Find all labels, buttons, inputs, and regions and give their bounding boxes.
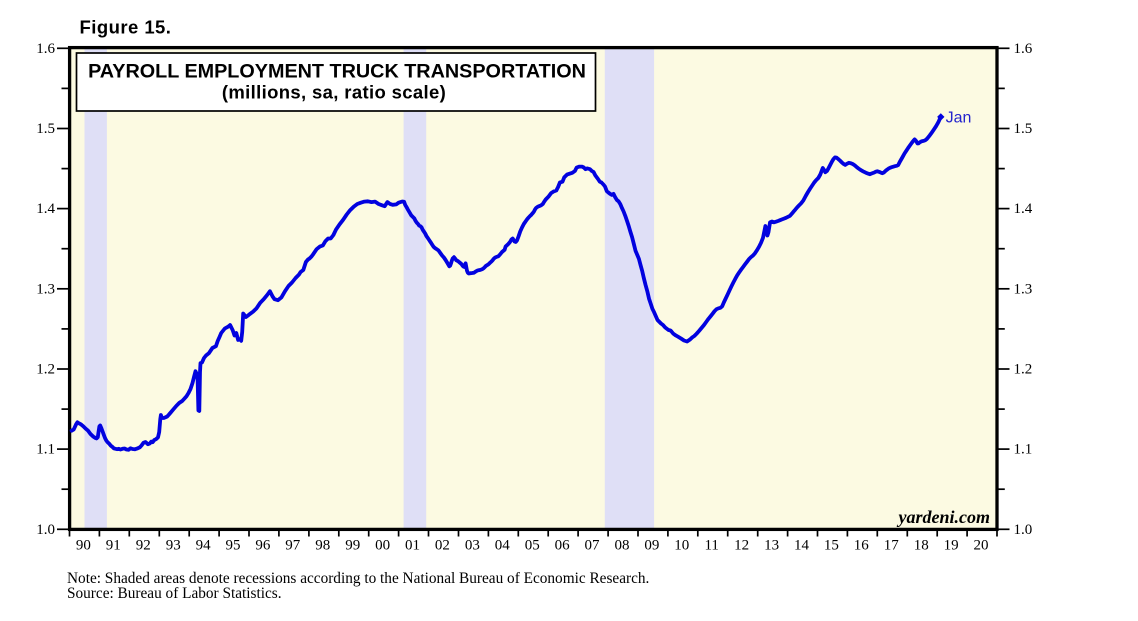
svg-text:04: 04: [495, 537, 511, 553]
svg-text:19: 19: [944, 537, 959, 553]
svg-text:1.5: 1.5: [1014, 121, 1033, 137]
svg-text:1.5: 1.5: [36, 121, 55, 137]
svg-text:PAYROLL EMPLOYMENT TRUCK TRANS: PAYROLL EMPLOYMENT TRUCK TRANSPORTATION: [88, 61, 586, 83]
svg-text:1.3: 1.3: [1014, 281, 1033, 297]
svg-text:05: 05: [525, 537, 540, 553]
svg-text:01: 01: [405, 537, 420, 553]
svg-text:98: 98: [315, 537, 330, 553]
svg-text:93: 93: [166, 537, 181, 553]
svg-text:1.4: 1.4: [1014, 201, 1033, 217]
svg-text:10: 10: [674, 537, 689, 553]
svg-text:90: 90: [76, 537, 91, 553]
svg-text:02: 02: [435, 537, 450, 553]
svg-text:96: 96: [255, 537, 271, 553]
svg-text:1.2: 1.2: [1014, 362, 1033, 378]
svg-text:07: 07: [585, 537, 601, 553]
svg-text:1.4: 1.4: [36, 201, 55, 217]
svg-text:20: 20: [974, 537, 989, 553]
svg-text:yardeni.com: yardeni.com: [897, 507, 991, 527]
svg-text:Figure 15.: Figure 15.: [80, 17, 172, 38]
svg-text:94: 94: [196, 537, 212, 553]
svg-text:95: 95: [226, 537, 241, 553]
svg-text:09: 09: [644, 537, 659, 553]
svg-text:92: 92: [136, 537, 151, 553]
svg-text:00: 00: [375, 537, 390, 553]
svg-text:18: 18: [914, 537, 929, 553]
svg-text:15: 15: [824, 537, 839, 553]
svg-text:1.3: 1.3: [36, 281, 55, 297]
svg-text:Jan: Jan: [946, 110, 972, 127]
svg-text:06: 06: [555, 537, 571, 553]
svg-text:97: 97: [285, 537, 301, 553]
svg-text:1.1: 1.1: [36, 442, 55, 458]
svg-text:03: 03: [465, 537, 480, 553]
svg-text:11: 11: [704, 537, 718, 553]
svg-text:12: 12: [734, 537, 749, 553]
svg-text:99: 99: [345, 537, 360, 553]
svg-text:91: 91: [106, 537, 121, 553]
svg-text:Source: Bureau of Labor Statis: Source: Bureau of Labor Statistics.: [67, 585, 282, 602]
svg-text:17: 17: [884, 537, 900, 553]
svg-text:1.1: 1.1: [1014, 442, 1033, 458]
svg-text:16: 16: [854, 537, 870, 553]
svg-text:1.6: 1.6: [36, 41, 55, 57]
svg-text:1.0: 1.0: [1014, 522, 1033, 538]
svg-text:08: 08: [615, 537, 630, 553]
svg-text:1.0: 1.0: [36, 522, 55, 538]
svg-text:1.2: 1.2: [36, 362, 55, 378]
svg-text:(millions, sa, ratio scale): (millions, sa, ratio scale): [222, 82, 446, 103]
svg-text:13: 13: [764, 537, 779, 553]
svg-text:Note: Shaded areas denote rece: Note: Shaded areas denote recessions acc…: [67, 570, 649, 587]
svg-text:1.6: 1.6: [1014, 41, 1033, 57]
svg-text:14: 14: [794, 537, 810, 553]
